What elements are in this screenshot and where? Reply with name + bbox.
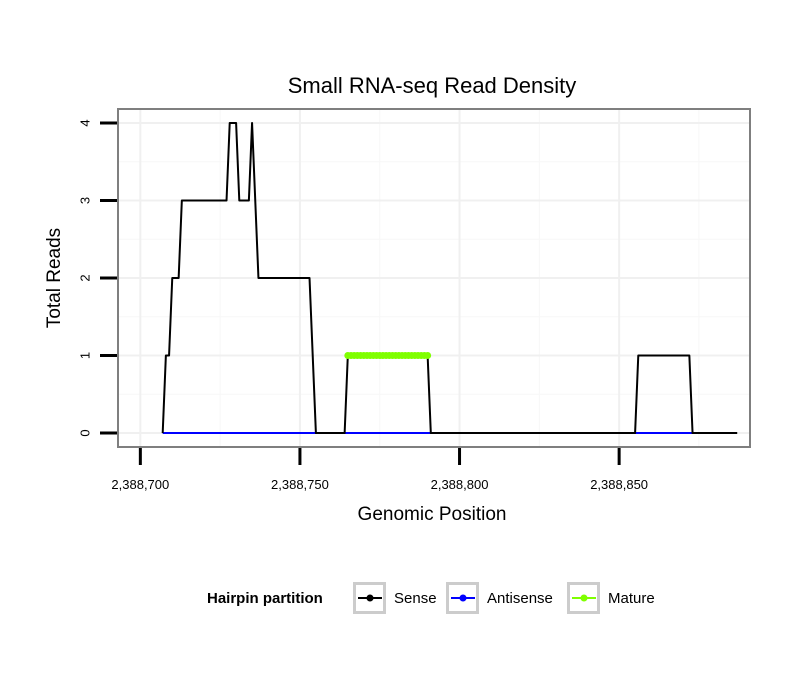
data-point-mature xyxy=(424,352,432,360)
y-axis: 0 1 2 3 4 xyxy=(77,119,117,437)
legend-entries: Sense Antisense Mature xyxy=(353,582,655,614)
x-tick-label: 2,388,800 xyxy=(431,477,489,492)
legend-title: Hairpin partition xyxy=(207,590,323,607)
y-axis-title: Total Reads xyxy=(44,228,65,328)
x-tick-label: 2,388,700 xyxy=(111,477,169,492)
legend-key-point xyxy=(366,594,374,602)
x-tick-label: 2,388,750 xyxy=(271,477,329,492)
y-tick-label: 0 xyxy=(77,429,92,436)
y-tick-label: 1 xyxy=(77,352,92,359)
legend-label: Mature xyxy=(608,590,655,607)
legend-entry-sense: Sense xyxy=(353,582,437,614)
panel-border xyxy=(117,108,751,448)
x-axis: 2,388,700 2,388,750 2,388,800 2,388,850 xyxy=(111,448,648,492)
y-tick-label: 3 xyxy=(77,197,92,204)
legend-entry-mature: Mature xyxy=(567,582,655,614)
series-line-sense xyxy=(161,121,738,435)
legend: Hairpin partition Sense Antisense Mature xyxy=(207,582,655,614)
legend-key-point xyxy=(580,594,588,602)
plot-panel xyxy=(117,108,751,448)
y-tick-label: 2 xyxy=(77,274,92,281)
y-tick-label: 4 xyxy=(77,119,92,126)
legend-key-point xyxy=(459,594,467,602)
legend-label: Antisense xyxy=(487,590,553,607)
x-axis-title: Genomic Position xyxy=(358,504,507,525)
chart-title: Small RNA-seq Read Density xyxy=(288,73,577,98)
series-layer xyxy=(161,121,738,435)
x-tick-label: 2,388,850 xyxy=(590,477,648,492)
legend-entry-antisense: Antisense xyxy=(446,582,553,614)
legend-label: Sense xyxy=(394,590,437,607)
